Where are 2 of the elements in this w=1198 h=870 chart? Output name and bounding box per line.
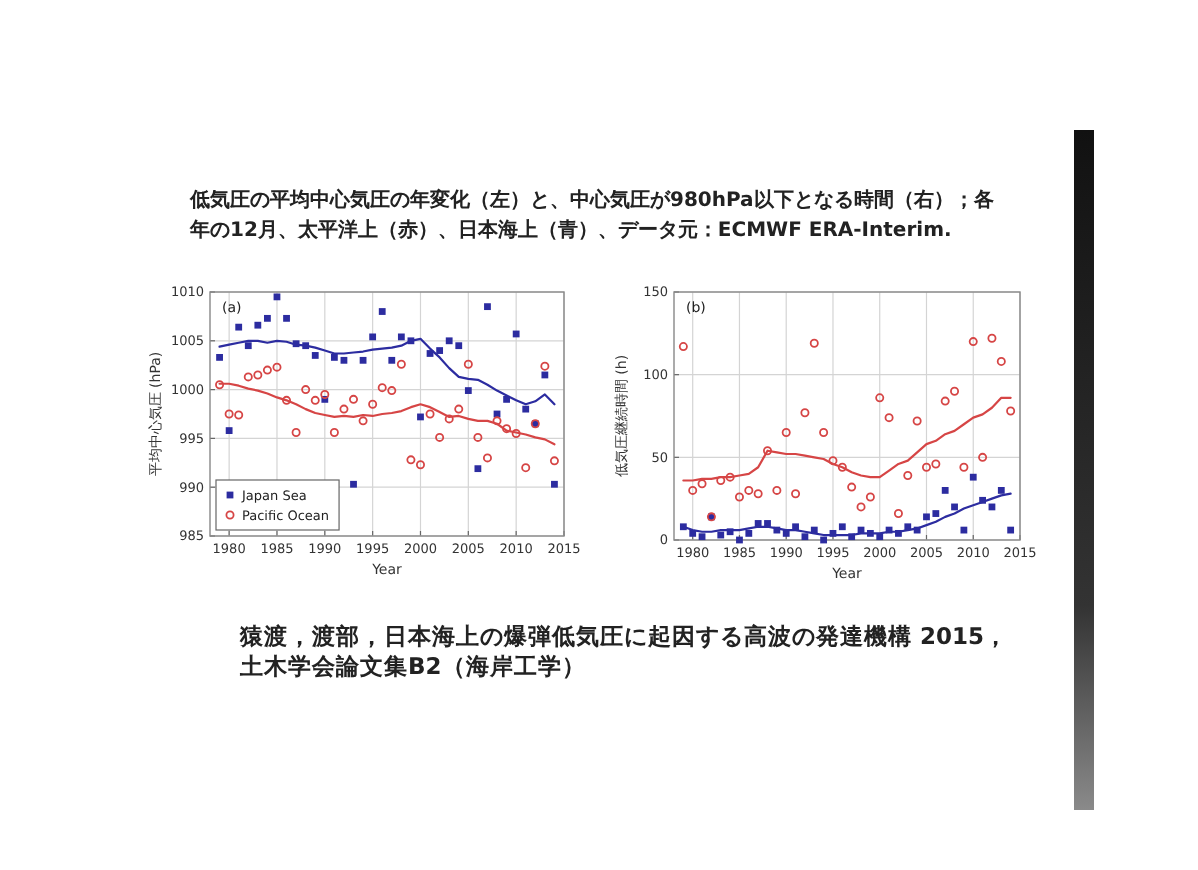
chart-title: 低気圧の平均中心気圧の年変化（左）と、中心気圧が980hPa以下となる時間（右）；各年の12月、太平洋上（赤）、日本海上（青）、データ元：ECMWF ERA-Interim. — [188, 188, 994, 242]
text: 猿渡，渡部，日本海上の爆弾低気圧に起因する高波の発達機構 2015，土木学会論文集B2（海岸工学） — [238, 622, 1009, 680]
